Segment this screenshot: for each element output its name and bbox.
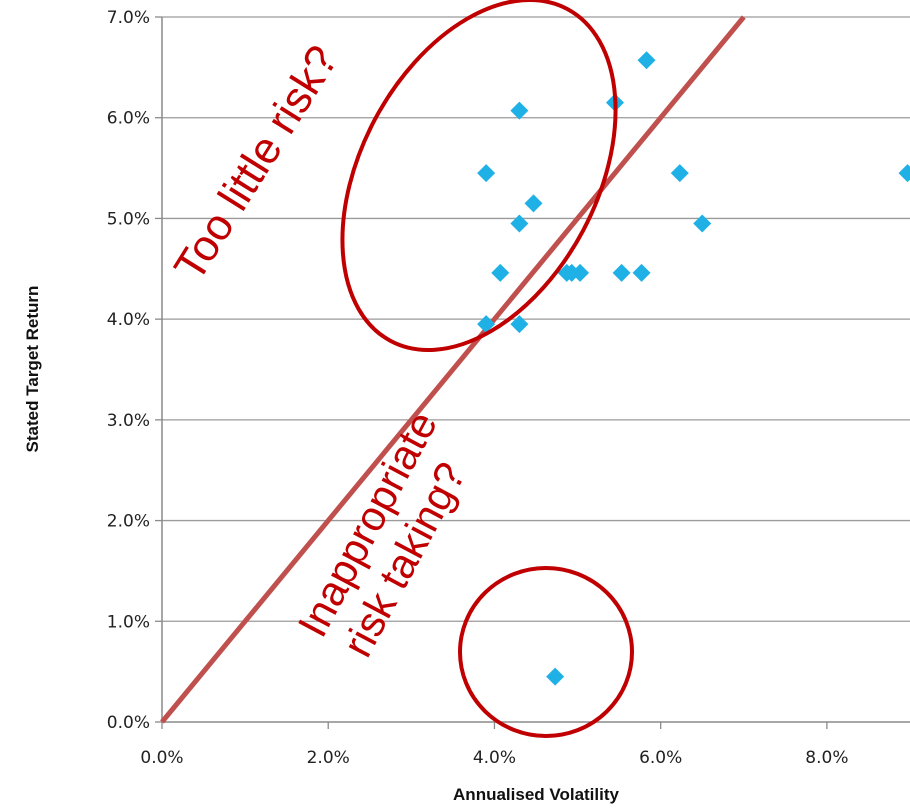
tick-labels: 0.0% 1.0% 2.0% 3.0% 4.0% 5.0% 6.0% 7.0% 0.0% 2.0%… [107, 8, 849, 768]
y-tick-label: 2.0% [107, 512, 150, 532]
data-point [693, 214, 712, 233]
y-axis-title: Stated Target Return [23, 286, 42, 453]
data-point [510, 101, 529, 120]
data-point [612, 263, 631, 282]
data-point [637, 51, 656, 70]
axes [155, 16, 910, 729]
y-tick-label: 3.0% [107, 411, 150, 431]
x-tick-label: 6.0% [639, 748, 682, 768]
y-tick-label: 4.0% [107, 310, 150, 330]
data-point [510, 214, 529, 233]
data-point [546, 667, 565, 686]
data-points [477, 51, 910, 686]
y-tick-label: 6.0% [107, 109, 150, 129]
data-point [477, 315, 496, 334]
data-point [491, 263, 510, 282]
data-point [670, 164, 689, 183]
gridlines [162, 16, 910, 622]
data-point [898, 164, 910, 183]
x-tick-label: 8.0% [805, 748, 848, 768]
data-point [571, 263, 590, 282]
too-little-risk-label: Too little risk? [165, 37, 348, 289]
y-tick-label: 0.0% [107, 713, 150, 733]
x-tick-label: 4.0% [473, 748, 516, 768]
y-tick-label: 7.0% [107, 8, 150, 28]
data-point [477, 164, 496, 183]
too-little-risk-ellipse [340, 0, 618, 352]
y-tick-label: 5.0% [107, 209, 150, 229]
data-point [632, 263, 651, 282]
reference-line-group [160, 15, 746, 724]
reference-line [160, 15, 746, 724]
data-point [510, 315, 529, 334]
data-point [524, 194, 543, 213]
x-axis-title: Annualised Volatility [453, 785, 619, 804]
x-tick-label: 2.0% [307, 748, 350, 768]
x-tick-label: 0.0% [140, 748, 183, 768]
inappropriate-risk-circle [458, 566, 634, 738]
y-tick-label: 1.0% [107, 612, 150, 632]
